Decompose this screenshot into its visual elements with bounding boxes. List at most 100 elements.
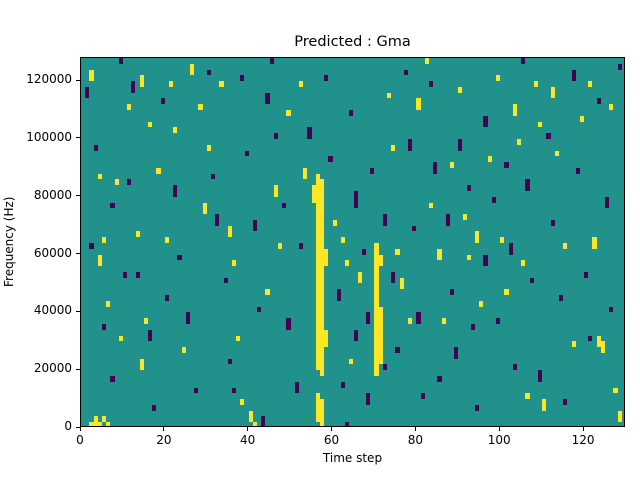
heatmap-cell — [408, 318, 413, 324]
chart-title: Predicted : Gma — [294, 34, 411, 50]
heatmap-cell — [303, 167, 308, 180]
heatmap-cell — [403, 69, 408, 76]
heatmap-cell — [483, 115, 488, 128]
heatmap-cell — [537, 370, 543, 382]
heatmap-cell — [382, 214, 388, 226]
heatmap-cell — [97, 422, 102, 426]
x-tick-mark — [498, 427, 500, 431]
x-tick-mark — [331, 427, 333, 431]
heatmap-cell — [160, 98, 165, 105]
heatmap-cell — [93, 416, 98, 426]
heatmap-cell — [558, 295, 564, 301]
heatmap-cell — [554, 150, 559, 157]
heatmap-cell — [529, 277, 534, 284]
heatmap-cell — [210, 173, 216, 180]
heatmap-cell — [613, 387, 618, 394]
heatmap-cell — [449, 162, 455, 168]
heatmap-cell — [546, 133, 551, 139]
heatmap-cell — [240, 399, 245, 405]
y-tick-mark — [76, 79, 80, 81]
heatmap-cell — [512, 364, 517, 371]
heatmap-cell — [169, 81, 174, 87]
heatmap-cell — [533, 81, 538, 87]
heatmap-cell — [269, 58, 274, 64]
heatmap-cell — [512, 104, 517, 116]
heatmap-cell — [110, 202, 115, 209]
heatmap-cell — [395, 347, 400, 353]
heatmap-cell — [177, 254, 182, 261]
heatmap-cell — [273, 133, 279, 139]
heatmap-cell — [600, 341, 606, 353]
heatmap-cell — [101, 323, 107, 330]
heatmap-cell — [408, 138, 413, 151]
heatmap-cell — [286, 318, 291, 330]
y-tick-mark — [76, 195, 80, 197]
heatmap-cell — [542, 399, 547, 411]
y-tick-label: 0 — [64, 419, 72, 433]
heatmap-cell — [563, 243, 568, 249]
heatmap-cell — [307, 127, 312, 139]
heatmap-cell — [282, 202, 287, 209]
heatmap-cell — [399, 277, 404, 290]
heatmap-cell — [135, 271, 140, 278]
heatmap-cell — [428, 202, 434, 209]
y-tick-label: 80000 — [33, 187, 72, 202]
x-tick-mark — [414, 427, 416, 431]
heatmap-cell — [273, 185, 279, 197]
heatmap-cell — [605, 196, 610, 209]
heatmap-cell — [416, 312, 421, 324]
heatmap-cell — [202, 202, 207, 215]
heatmap-cell — [466, 254, 471, 261]
heatmap-cell — [252, 422, 258, 426]
heatmap-cell — [139, 75, 144, 87]
heatmap-cell — [97, 173, 102, 180]
heatmap-cell — [340, 237, 346, 243]
x-tick-label: 80 — [407, 433, 424, 447]
heatmap-cell — [265, 289, 270, 296]
heatmap-cell — [101, 416, 107, 423]
heatmap-cell — [261, 416, 266, 426]
heatmap-cell — [550, 219, 555, 226]
heatmap-cell — [517, 138, 522, 145]
heatmap-cell — [198, 104, 203, 111]
x-tick-mark — [582, 427, 584, 431]
heatmap-cell — [584, 271, 589, 278]
heatmap-cell — [420, 393, 425, 400]
heatmap-cell — [194, 387, 199, 394]
x-axis-label: Time step — [322, 451, 383, 465]
heatmap-cell — [609, 306, 614, 313]
y-tick-label: 60000 — [33, 245, 72, 260]
heatmap-cell — [328, 156, 333, 163]
heatmap-cell — [470, 323, 476, 330]
heatmap-cell — [378, 254, 383, 267]
heatmap-cell — [466, 185, 471, 191]
heatmap-cell — [299, 81, 304, 87]
x-tick-label: 20 — [156, 433, 172, 447]
heatmap-cell — [588, 81, 593, 87]
heatmap-cell — [491, 196, 497, 203]
heatmap-cell — [550, 86, 555, 99]
heatmap-cell — [311, 185, 316, 203]
heatmap-cell — [227, 358, 232, 365]
x-tick-label: 60 — [323, 433, 340, 447]
y-tick-mark — [76, 368, 80, 370]
heatmap-cell — [424, 58, 429, 64]
heatmap-cell — [525, 393, 530, 400]
heatmap-cell — [370, 167, 375, 174]
heatmap-cell — [462, 214, 467, 220]
heatmap-cell — [571, 69, 576, 82]
heatmap-cell — [504, 162, 509, 168]
heatmap-cell — [164, 295, 170, 301]
heatmap-cell — [286, 110, 291, 116]
y-tick-mark — [76, 426, 80, 428]
heatmap-cell — [227, 225, 232, 238]
heatmap-cell — [496, 318, 501, 324]
heatmap-cell — [391, 271, 396, 284]
heatmap-cell — [219, 81, 224, 87]
x-tick-label: 40 — [240, 433, 256, 447]
heatmap-cell — [114, 179, 119, 186]
heatmap-cell — [487, 156, 492, 163]
heatmap-cell — [139, 358, 144, 371]
heatmap-cell — [479, 300, 484, 307]
heatmap-cell — [181, 347, 186, 353]
